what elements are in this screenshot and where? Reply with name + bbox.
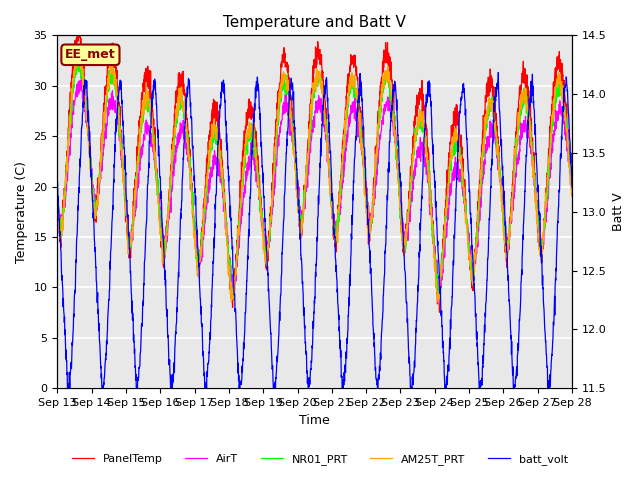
AirT [568,180,576,185]
Line: AM25T_PRT: AM25T_PRT [58,48,572,303]
AM25T_PRT [74,45,82,50]
AM25T_PRT [340,131,348,136]
Line: PanelTemp: PanelTemp [58,23,572,312]
AirT [435,300,443,306]
NR01_PRT [197,244,205,250]
AM25T_PRT [197,253,205,259]
Y-axis label: Temperature (C): Temperature (C) [15,161,28,263]
Title: Temperature and Batt V: Temperature and Batt V [223,15,406,30]
batt_volt [339,396,346,402]
NR01_PRT [76,48,84,53]
AirT [54,197,61,203]
AirT [523,135,531,141]
AirT [538,238,545,244]
Legend: PanelTemp, AirT, NR01_PRT, AM25T_PRT, batt_volt: PanelTemp, AirT, NR01_PRT, AM25T_PRT, ba… [68,450,572,469]
NR01_PRT [54,200,61,205]
batt_volt [340,378,348,384]
batt_volt [495,70,502,75]
AM25T_PRT [538,254,545,260]
batt_volt [197,311,205,317]
Y-axis label: Batt V: Batt V [612,192,625,231]
X-axis label: Time: Time [300,414,330,427]
PanelTemp [330,234,337,240]
batt_volt [54,179,61,184]
AM25T_PRT [568,191,576,196]
NR01_PRT [538,244,545,250]
NR01_PRT [568,191,576,197]
NR01_PRT [330,221,337,227]
PanelTemp [538,257,545,263]
PanelTemp [197,237,205,242]
Text: EE_met: EE_met [65,48,116,61]
AirT [465,234,472,240]
AM25T_PRT [523,107,531,113]
NR01_PRT [341,139,349,145]
Line: batt_volt: batt_volt [58,72,572,399]
PanelTemp [76,20,83,25]
Line: AirT: AirT [58,78,572,303]
NR01_PRT [465,240,472,246]
batt_volt [330,215,337,221]
batt_volt [538,244,545,250]
AirT [340,164,348,170]
batt_volt [568,184,576,190]
AM25T_PRT [465,245,472,251]
AM25T_PRT [54,202,61,208]
AM25T_PRT [435,300,442,306]
AirT [197,253,205,259]
PanelTemp [436,309,444,315]
Line: NR01_PRT: NR01_PRT [58,50,572,299]
PanelTemp [568,193,576,199]
PanelTemp [523,72,531,78]
AM25T_PRT [330,221,337,227]
NR01_PRT [523,104,531,110]
PanelTemp [465,240,472,245]
NR01_PRT [230,296,238,301]
batt_volt [464,166,472,171]
PanelTemp [54,206,61,212]
AirT [78,75,86,81]
PanelTemp [340,118,348,123]
AirT [330,211,337,217]
batt_volt [523,141,531,146]
